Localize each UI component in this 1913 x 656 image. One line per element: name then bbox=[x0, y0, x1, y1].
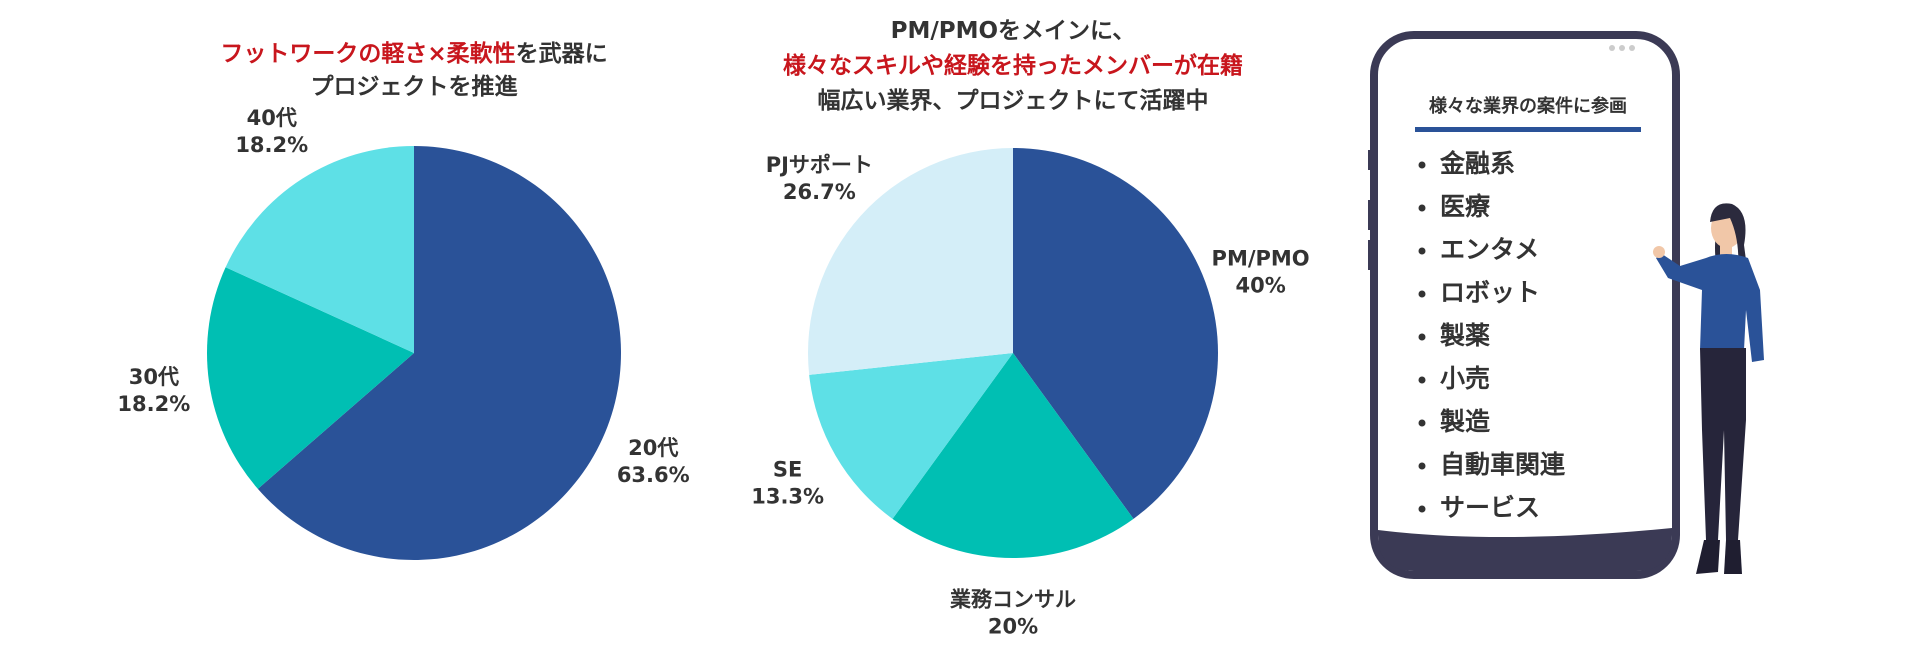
phone-button bbox=[1368, 200, 1374, 230]
industry-item: 小売 bbox=[1440, 364, 1490, 393]
slice-value-label: 13.3% bbox=[751, 484, 824, 508]
chart-title: フットワークの軽さ×柔軟性を武器に bbox=[220, 40, 607, 67]
chart-title: プロジェクトを推進 bbox=[311, 74, 518, 100]
phone-dot bbox=[1609, 45, 1615, 51]
slice-category: PJサポート bbox=[766, 153, 873, 177]
slice-category: 業務コンサル bbox=[950, 587, 1076, 611]
phone-title: 様々な業界の案件に参画 bbox=[1429, 95, 1627, 117]
slice-category: PM/PMO bbox=[1212, 247, 1310, 271]
title-segment: 様々なスキルや経験を持ったメンバーが在籍 bbox=[783, 52, 1243, 79]
bullet bbox=[1418, 376, 1426, 384]
pie-slice bbox=[808, 148, 1013, 375]
boot bbox=[1696, 540, 1720, 574]
slice-value-label: 18.2% bbox=[117, 392, 190, 416]
title-segment: フットワークの軽さ×柔軟性 bbox=[220, 40, 515, 67]
top bbox=[1656, 254, 1764, 362]
slice-category: 40代 bbox=[247, 106, 297, 130]
industry-item: 医療 bbox=[1440, 192, 1490, 221]
chart-title: PM/PMOをメインに、 bbox=[891, 18, 1136, 44]
phone-underline bbox=[1415, 127, 1641, 132]
bullet bbox=[1418, 161, 1426, 169]
bullet bbox=[1418, 333, 1426, 341]
slice-category: 30代 bbox=[129, 365, 179, 389]
hand bbox=[1653, 246, 1665, 258]
phone-illustration bbox=[1368, 31, 1680, 579]
pie-slice bbox=[257, 146, 621, 560]
woman-illustration bbox=[1653, 203, 1764, 574]
pie-slice bbox=[809, 353, 1013, 519]
title-segment: を武器に bbox=[516, 41, 608, 67]
pie-slice bbox=[1013, 148, 1218, 519]
industry-item: エンタメ bbox=[1440, 235, 1539, 264]
title-segment: PM/PMOをメインに、 bbox=[891, 18, 1136, 44]
slice-value-label: 18.2% bbox=[235, 133, 308, 157]
industry-item: 自動車関連 bbox=[1440, 450, 1566, 479]
slice-value-label: 63.6% bbox=[617, 463, 690, 487]
industry-item: ロボット bbox=[1440, 278, 1540, 307]
bullet bbox=[1418, 204, 1426, 212]
chart-title: 幅広い業界、プロジェクトにて活躍中 bbox=[818, 87, 1209, 114]
slice-category: SE bbox=[773, 457, 802, 481]
phone-frame bbox=[1370, 31, 1680, 579]
industry-item: 製薬 bbox=[1439, 321, 1490, 350]
phone-button bbox=[1368, 150, 1374, 170]
phone-dot bbox=[1629, 45, 1635, 51]
pie-slice bbox=[225, 145, 414, 353]
pie-slice bbox=[892, 353, 1134, 559]
boot bbox=[1724, 540, 1742, 574]
phone-dot bbox=[1619, 45, 1625, 51]
pants bbox=[1700, 348, 1746, 540]
pie-slice bbox=[206, 267, 414, 489]
industry-item: サービス bbox=[1440, 493, 1540, 522]
bullet bbox=[1418, 505, 1426, 513]
title-segment: 幅広い業界、プロジェクトにて活躍中 bbox=[818, 87, 1209, 114]
industry-item: 製造 bbox=[1439, 407, 1490, 436]
bullet bbox=[1418, 290, 1426, 298]
industry-item: 金融系 bbox=[1439, 149, 1515, 178]
bullet bbox=[1418, 419, 1426, 427]
slice-value-label: 26.7% bbox=[783, 180, 856, 204]
phone-button bbox=[1368, 240, 1374, 270]
phone-bottom bbox=[1378, 528, 1672, 571]
slice-category: 20代 bbox=[628, 436, 678, 460]
bullet bbox=[1418, 247, 1426, 255]
slice-value-label: 20% bbox=[988, 614, 1038, 638]
slice-value-label: 40% bbox=[1235, 274, 1285, 298]
chart-title: 様々なスキルや経験を持ったメンバーが在籍 bbox=[783, 52, 1243, 79]
title-segment: プロジェクトを推進 bbox=[311, 74, 518, 100]
bullet bbox=[1418, 462, 1426, 470]
